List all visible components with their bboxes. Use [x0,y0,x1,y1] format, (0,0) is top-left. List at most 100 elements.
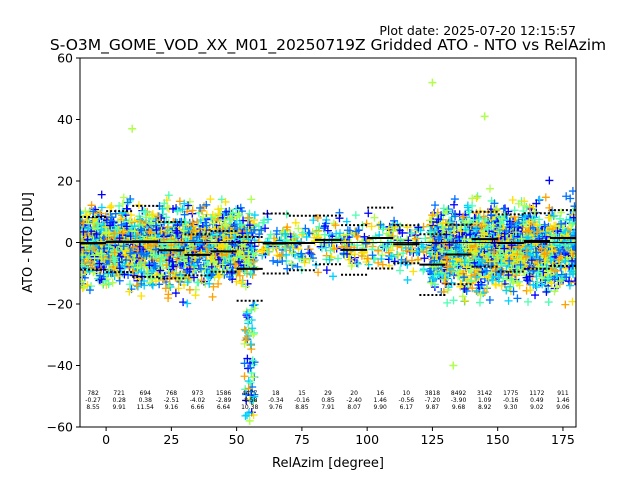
scatter-point [393,250,402,259]
scatter-point [160,199,169,208]
bin-count-label: 768 [166,390,178,397]
bin-count-label: 721 [113,390,125,397]
scatter-point [245,221,254,230]
scatter-point [218,242,227,251]
bin-mean-label: -8.58 [242,397,258,404]
scatter-point [232,205,241,214]
scatter-point [439,218,448,227]
scatter-point [425,228,434,237]
bin-mean-label: -2.89 [216,397,232,404]
scatter-point [562,216,571,225]
scatter-point [185,285,194,294]
scatter-point [140,243,149,252]
scatter-point [490,199,499,208]
bin-mean-label: 0.85 [321,397,335,404]
scatter-point [244,256,253,265]
scatter-point [479,212,488,221]
scatter-point [197,266,206,275]
scatter-point [464,257,473,266]
scatter-point [288,261,297,270]
scatter-point [403,275,412,284]
scatter-point [171,289,180,298]
scatter-point [389,226,398,235]
bin-mean-label: -0.16 [294,397,310,404]
scatter-point [129,243,138,252]
scatter-point [367,222,376,231]
scatter-point [509,287,518,296]
scatter-point [403,223,412,232]
scatter-point [527,256,536,265]
scatter-point [117,220,126,229]
scatter-point [272,226,281,235]
scatter-point [407,229,416,238]
scatter-point [206,255,215,264]
scatter-point [220,216,229,225]
scatter-point [474,213,483,222]
scatter-point [102,228,111,237]
scatter-point [458,292,467,301]
scatter-point [209,282,218,291]
scatter-point [325,255,334,264]
scatter-point [89,244,98,253]
scatter-point [227,268,236,277]
scatter-point [122,222,131,231]
scatter-point [526,286,535,295]
scatter-point [487,210,496,219]
scatter-point [120,270,129,279]
bin-count-label: 29 [324,390,332,397]
bin-count-label: 973 [192,390,204,397]
scatter-point [329,219,338,228]
scatter-point [552,266,561,275]
scatter-point [442,254,451,263]
scatter-point [378,260,387,269]
scatter-point [110,248,119,257]
scatter-point [353,232,362,241]
scatter-point [183,278,192,287]
scatter-point [443,298,452,307]
scatter-point [123,198,132,207]
scatter-point [156,266,165,275]
scatter-point [81,207,90,216]
scatter-point [89,207,98,216]
bin-std-label: 9.87 [426,404,440,411]
scatter-point [175,275,184,284]
scatter-point [82,211,91,220]
scatter-point [132,281,141,290]
scatter-point [382,243,391,252]
scatter-point [80,270,87,279]
scatter-point [269,244,278,253]
scatter-point [309,216,318,225]
x-axis-label: RelAzim [degree] [272,456,384,471]
y-tick-label: −20 [47,297,73,312]
scatter-point [179,226,188,235]
scatter-point [368,251,377,260]
scatter-point [342,230,351,239]
scatter-point [84,224,93,233]
scatter-point [147,211,156,220]
scatter-point [307,250,316,259]
scatter-point [443,285,452,294]
scatter-point [114,272,123,281]
scatter-point [261,224,270,233]
scatter-point [108,278,117,287]
bin-count-label: 3818 [425,390,440,397]
y-tick-label: 40 [57,112,73,127]
scatter-point [169,204,178,213]
scatter-point [130,254,139,263]
scatter-point [362,219,371,228]
scatter-point [135,221,144,230]
scatter-point [240,242,249,251]
scatter-point [185,265,194,274]
scatter-point [549,225,558,234]
scatter-point [483,283,492,292]
scatter-point [532,248,541,257]
scatter-point [360,232,369,241]
scatter-point [241,282,250,291]
scatter-point [563,255,572,264]
x-tick-label: 100 [355,432,379,447]
scatter-point [238,229,247,238]
scatter-point [157,271,166,280]
scatter-point [364,209,373,218]
scatter-point [468,284,477,293]
scatter-point [555,214,564,223]
